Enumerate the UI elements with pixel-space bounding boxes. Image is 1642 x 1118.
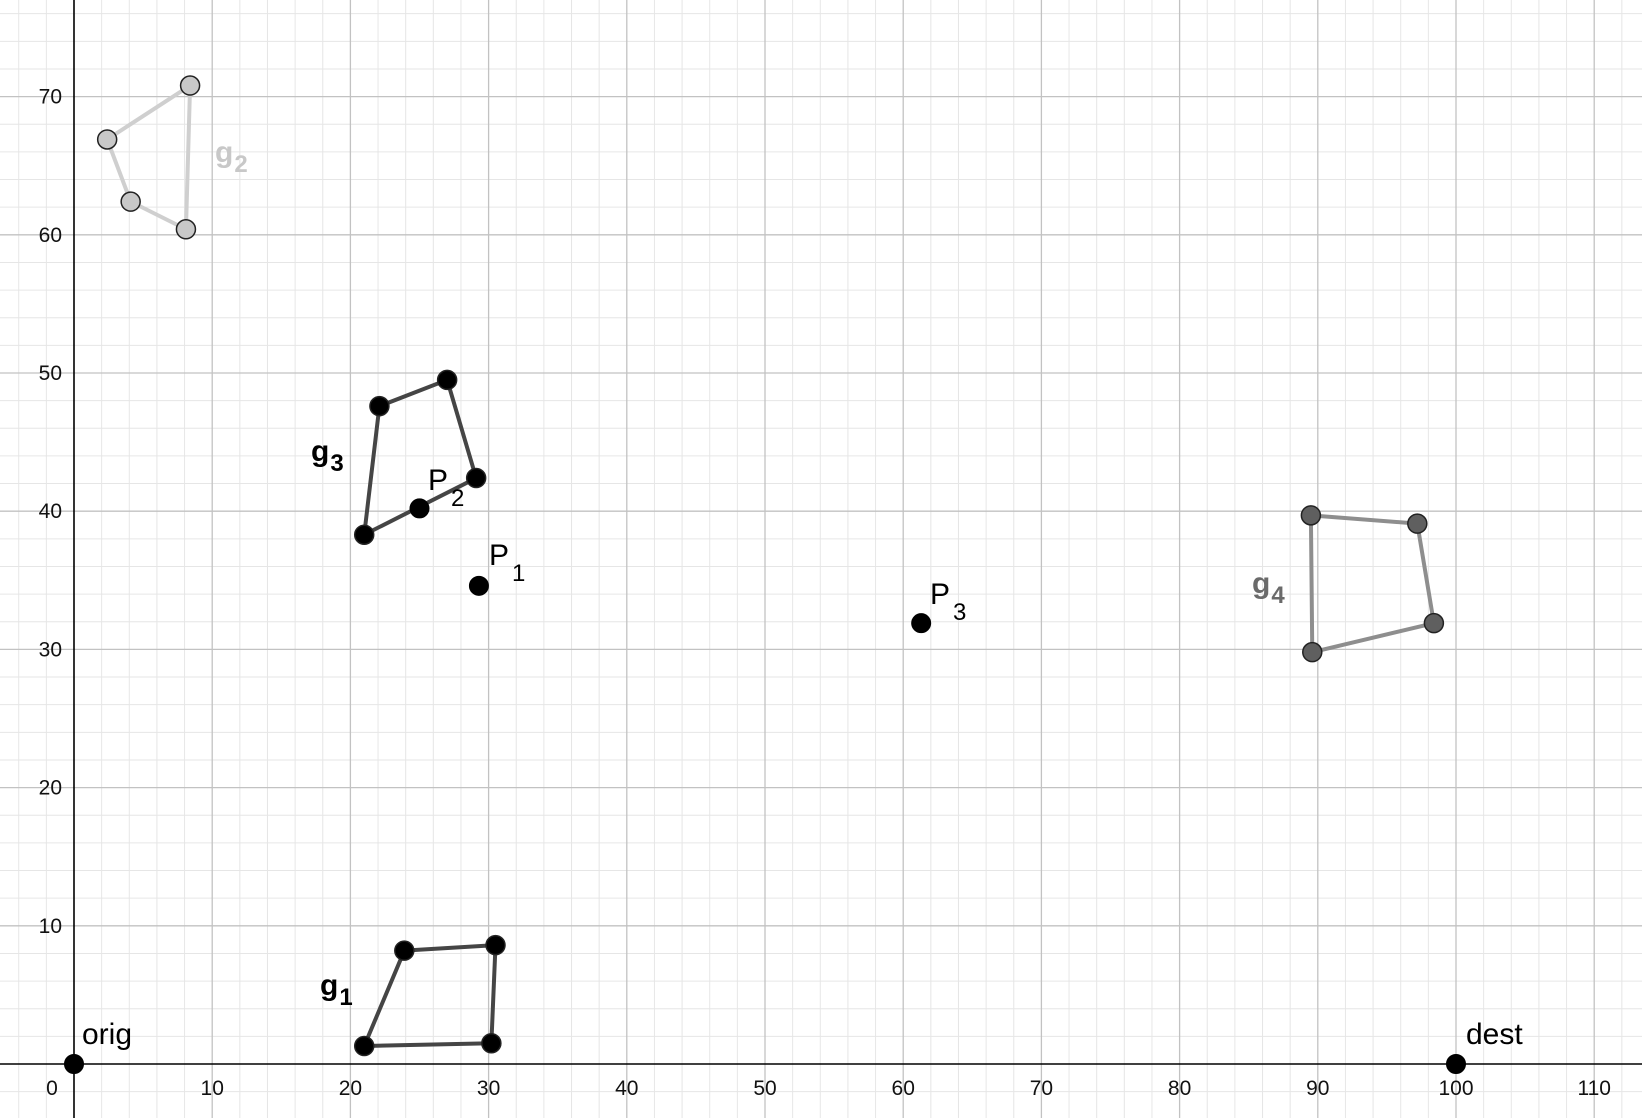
vertex-point [353,1035,375,1057]
polygon-g4 [1308,513,1436,655]
x-tick-label: 60 [892,1077,915,1100]
x-tick-label: 50 [753,1077,776,1100]
y-tick-label: 20 [39,777,62,800]
point-label-subscript: 3 [953,599,966,626]
x-tick-label: 40 [615,1077,638,1100]
point-label-P1: P1 [489,539,525,587]
polygons [64,75,1466,1074]
point-label-dest: dest [1466,1018,1523,1051]
point-P2 [409,498,430,519]
x-tick-label: 70 [1030,1077,1053,1100]
y-tick-label: 70 [39,86,62,109]
vertex-point [1302,641,1323,663]
y-tick-label: 50 [39,362,62,385]
point-label-subscript: 2 [451,485,464,512]
y-tick-label: 40 [39,500,62,523]
vertex-point [436,369,458,391]
y-tick-label: 60 [39,224,62,247]
vertex-point [1300,505,1322,526]
point-label-subscript: 1 [512,560,525,587]
tick-labels: 0 10 20 30 40 50 60 70 80 90 100 110 10 20 30 40 50 60 70 [39,86,1611,1100]
polygon-label-subscript: 3 [330,450,343,477]
point-orig [64,1054,84,1074]
vertex-point [179,75,201,96]
x-tick-label: 90 [1306,1077,1329,1100]
vertex-point [394,940,415,961]
y-tick-label: 30 [39,638,62,661]
vertex-point [353,524,375,545]
x-tick-label: 30 [477,1077,500,1100]
vertex-point [465,467,487,489]
point-dest [1446,1054,1466,1074]
point-P1 [468,575,489,596]
x-tick-label: 80 [1168,1077,1191,1100]
vertex-point [1407,513,1428,534]
polygon-label-subscript: 1 [339,984,352,1011]
polygon-label-subscript: 2 [234,151,247,178]
point-label-P3: P3 [930,578,966,626]
vertex-point [369,395,390,417]
x-tick-label: 10 [201,1077,224,1100]
polygon-g2 [105,83,193,232]
polygon-label-subscript: 4 [1271,582,1285,609]
point-label-orig: orig [82,1018,132,1051]
polygon-label-g3: g3 [311,435,344,477]
y-tick-label: 10 [39,915,62,938]
x-tick-label: 20 [339,1077,362,1100]
polygon-label-g4: g4 [1252,567,1285,609]
x-tick-label: 0 [46,1077,58,1100]
polygon-g1 [362,943,498,1049]
vertex-point [1423,612,1445,634]
vertex-point [485,934,506,956]
vertex-point [120,191,141,212]
point-P3 [911,613,932,634]
vertex-point [96,129,118,150]
polygon-label-g1: g1 [320,969,353,1011]
x-tick-label: 100 [1438,1077,1473,1100]
polygon-label-g2: g2 [215,136,248,178]
vertex-point [481,1033,502,1054]
vertex-point [175,219,197,240]
x-tick-label: 110 [1577,1077,1610,1100]
